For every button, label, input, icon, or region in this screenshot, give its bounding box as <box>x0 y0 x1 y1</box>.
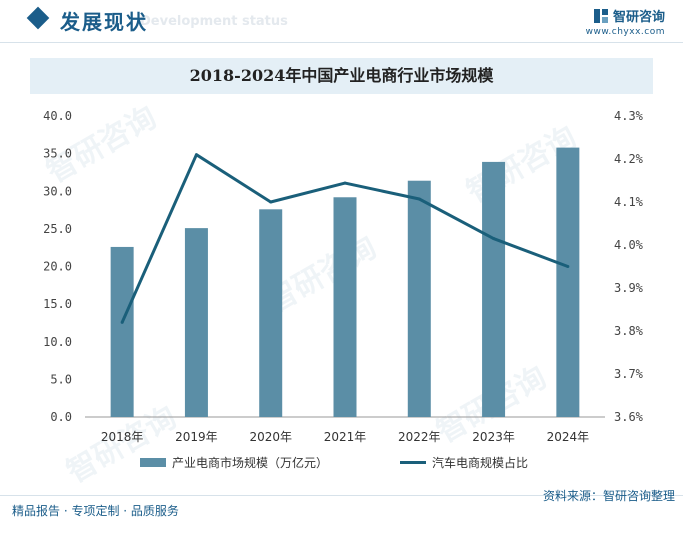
y-left-tick-label: 20.0 <box>43 260 72 274</box>
y-left-tick-label: 10.0 <box>43 335 72 349</box>
source-note: 资料来源：智研咨询整理 <box>542 489 675 503</box>
section-title: 发展现状 <box>60 10 148 34</box>
y-right-tick-label: 4.3% <box>614 109 644 123</box>
share-point-4 <box>343 181 347 185</box>
share-point-7 <box>566 265 570 268</box>
share-point-3 <box>269 200 273 204</box>
bar-4 <box>333 197 357 417</box>
brand: 智研咨询 www.chyxx.com <box>586 6 665 37</box>
x-tick-label: 2021年 <box>324 430 367 444</box>
page-header: Development status 发展现状 智研咨询 www.chyxx.c… <box>0 0 683 44</box>
legend-line-label: 汽车电商规模占比 <box>432 456 529 470</box>
footer-tagline: 精品报告 · 专项定制 · 品质服务 <box>12 504 179 518</box>
bar-7 <box>556 147 580 418</box>
legend-bar-swatch <box>140 458 166 467</box>
legend-line-swatch <box>400 461 426 464</box>
x-tick-label: 2022年 <box>398 430 441 444</box>
chart-title-band <box>30 58 653 94</box>
share-point-1 <box>120 320 124 324</box>
bar-6 <box>482 161 506 417</box>
legend-item-line: 汽车电商规模占比 <box>400 454 528 471</box>
y-left-tick-label: 0.0 <box>50 410 72 424</box>
section-subtitle: Development status <box>140 14 288 29</box>
legend-bar-label: 产业电商市场规模（万亿元） <box>172 456 329 470</box>
y-left-tick-label: 25.0 <box>43 222 72 236</box>
x-tick-label: 2023年 <box>472 430 515 444</box>
brand-url: www.chyxx.com <box>585 27 665 37</box>
chart-plot: 0.0 5.0 10.0 15.0 20.0 25.0 30.0 35.0 40.0 3.6% 3.… <box>43 109 644 444</box>
y-right-tick-label: 4.2% <box>614 152 644 166</box>
y-right-tick-label: 3.9% <box>614 281 644 295</box>
x-tick-label: 2019年 <box>175 430 218 444</box>
x-tick-label: 2018年 <box>101 430 144 444</box>
x-tick-label: 2020年 <box>249 430 292 444</box>
bar-5 <box>407 180 431 417</box>
y-right-tick-label: 4.1% <box>614 195 644 209</box>
chart-legend: 产业电商市场规模（万亿元） 汽车电商规模占比 <box>0 454 683 472</box>
brand-name: 智研咨询 <box>612 10 665 25</box>
y-left-tick-label: 15.0 <box>43 297 72 311</box>
share-point-2 <box>194 153 198 157</box>
y-right-tick-label: 3.7% <box>614 367 644 381</box>
bar-2 <box>184 228 208 417</box>
header-divider <box>0 42 683 43</box>
y-left-tick-label: 5.0 <box>50 372 72 386</box>
bar-1 <box>110 246 134 417</box>
y-left-tick-label: 30.0 <box>43 184 72 198</box>
share-point-6 <box>492 237 496 241</box>
footer-divider <box>0 495 683 496</box>
y-right-tick-label: 3.6% <box>614 410 644 424</box>
chart-title: 2018-2024年中国产业电商行业市场规模 <box>189 66 494 85</box>
bar-3 <box>259 209 283 417</box>
y-left-tick-label: 35.0 <box>43 147 72 161</box>
y-right-tick-label: 3.8% <box>614 324 644 338</box>
brand-logo-icon <box>593 8 608 23</box>
y-left-tick-label: 40.0 <box>43 109 72 123</box>
x-tick-label: 2024年 <box>547 430 590 444</box>
y-right-tick-label: 4.0% <box>614 238 644 252</box>
share-point-5 <box>417 197 421 201</box>
legend-item-bar: 产业电商市场规模（万亿元） <box>140 454 328 471</box>
